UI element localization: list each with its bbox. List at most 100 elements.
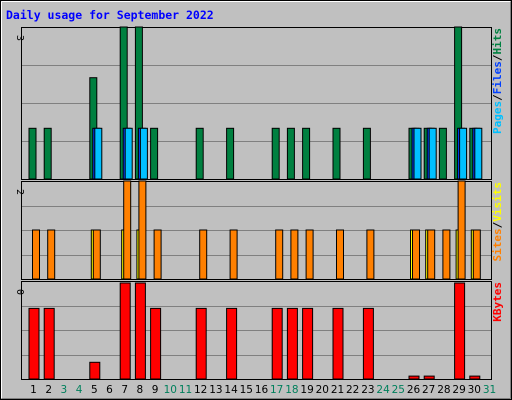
x-tick-label-12: 12 (194, 384, 207, 396)
bar-sites-day-21 (336, 229, 344, 280)
bar-kbytes-day-8 (134, 282, 146, 380)
x-tick-label-1: 1 (30, 384, 37, 396)
bar-kbytes-day-2 (43, 307, 55, 380)
bar-sites-day-27 (427, 229, 436, 280)
bar-kbytes-day-29 (454, 282, 466, 380)
bar-kbytes-day-1 (28, 307, 40, 380)
x-tick-label-2: 2 (45, 384, 52, 396)
x-tick-label-18: 18 (285, 384, 298, 396)
panel-2-y-max-label: 0 (14, 289, 25, 295)
bar-hits-day-19 (302, 127, 311, 180)
bar-kbytes-day-26 (408, 375, 420, 380)
x-tick-label-24: 24 (376, 384, 390, 396)
legend-pages: Pages (491, 101, 504, 134)
bar-pages-day-7 (124, 127, 133, 180)
legend-sites: Sites (491, 228, 504, 261)
x-tick-label-8: 8 (137, 384, 144, 396)
bar-sites-day-1 (32, 229, 40, 280)
bar-hits-day-28 (438, 127, 447, 180)
x-tick-label-27: 27 (422, 384, 435, 396)
bar-hits-day-14 (226, 127, 235, 180)
bar-hits-day-9 (150, 127, 159, 180)
x-tick-label-25: 25 (392, 384, 405, 396)
bar-kbytes-day-18 (286, 307, 298, 380)
bar-kbytes-day-27 (423, 375, 435, 380)
bar-kbytes-day-14 (226, 307, 238, 380)
chart-title: Daily usage for September 2022 (6, 8, 214, 22)
x-tick-label-6: 6 (106, 384, 113, 396)
bar-sites-day-14 (229, 229, 238, 280)
panel-1-legend: Sites/Visits (491, 182, 504, 262)
bar-kbytes-day-7 (119, 282, 131, 380)
panel-2: 0 KBytes (14, 281, 504, 380)
bar-hits-day-21 (332, 127, 341, 180)
bar-kbytes-day-5 (89, 361, 101, 380)
x-tick-label-17: 17 (270, 384, 283, 396)
x-tick-label-19: 19 (300, 384, 313, 396)
x-tick-label-11: 11 (179, 384, 192, 396)
bar-kbytes-day-17 (271, 307, 283, 380)
x-tick-label-9: 9 (152, 384, 159, 396)
x-tick-label-29: 29 (452, 384, 465, 396)
bar-sites-day-29 (457, 180, 466, 280)
bar-sites-day-7 (123, 180, 132, 280)
x-tick-label-21: 21 (331, 384, 344, 396)
bar-pages-day-30 (474, 127, 483, 180)
bar-sites-day-5 (92, 229, 101, 280)
bar-sites-day-2 (47, 229, 56, 280)
x-tick-label-28: 28 (437, 384, 450, 396)
bar-kbytes-day-21 (332, 307, 344, 380)
bar-pages-day-5 (94, 127, 103, 180)
x-tick-label-23: 23 (361, 384, 374, 396)
x-tick-label-15: 15 (240, 384, 253, 396)
legend-visits: Visits (491, 182, 504, 222)
x-tick-label-26: 26 (407, 384, 421, 396)
legend-separator: / (491, 54, 504, 61)
bar-sites-day-8 (138, 180, 147, 280)
x-tick-label-31: 31 (483, 384, 496, 396)
bar-hits-day-12 (195, 127, 204, 180)
legend-hits: Hits (491, 28, 504, 55)
bar-hits-day-17 (271, 127, 280, 180)
legend-separator: / (491, 94, 504, 101)
bar-hits-day-18 (286, 127, 295, 180)
x-tick-label-30: 30 (468, 384, 481, 396)
bar-kbytes-day-9 (150, 307, 162, 380)
legend-files: Files (491, 61, 504, 94)
panel-1-y-max-label: 2 (14, 189, 25, 195)
bar-sites-day-17 (275, 229, 284, 280)
bar-pages-day-26 (413, 127, 422, 180)
bar-sites-day-26 (412, 229, 420, 280)
bar-sites-day-28 (442, 229, 451, 280)
bar-sites-day-12 (199, 229, 208, 280)
legend-kbytes: KBytes (491, 282, 504, 322)
bar-kbytes-day-19 (302, 307, 314, 380)
bar-kbytes-day-30 (469, 375, 481, 380)
x-tick-label-7: 7 (121, 384, 128, 396)
bar-sites-day-9 (153, 229, 162, 280)
bar-pages-day-8 (139, 127, 148, 180)
bar-pages-day-29 (459, 127, 468, 180)
bar-hits-day-23 (362, 127, 371, 180)
x-tick-label-22: 22 (346, 384, 359, 396)
x-tick-label-4: 4 (76, 384, 83, 396)
x-tick-label-16: 16 (255, 384, 269, 396)
x-tick-label-3: 3 (61, 384, 68, 396)
x-axis-day-labels: 1 2 3 4 5 6 7 8 9 10 11 12 13 14 15 16 17 18 19 20 21 22 23 24 2… (30, 384, 496, 396)
x-tick-label-20: 20 (316, 384, 329, 396)
bar-sites-day-18 (290, 229, 299, 280)
panel-1: 2 Sites/Visits (14, 180, 504, 280)
panel-0-y-max-label: 3 (14, 35, 25, 41)
bar-hits-day-2 (43, 127, 52, 180)
bar-sites-day-19 (305, 229, 314, 280)
bar-hits-day-1 (28, 127, 37, 180)
bar-pages-day-27 (428, 127, 437, 180)
x-tick-label-13: 13 (209, 384, 222, 396)
bar-sites-day-30 (472, 229, 481, 280)
panel-2-legend: KBytes (491, 282, 504, 322)
panel-0-legend: Pages/Files/Hits (491, 28, 504, 134)
bar-kbytes-day-12 (195, 307, 207, 380)
